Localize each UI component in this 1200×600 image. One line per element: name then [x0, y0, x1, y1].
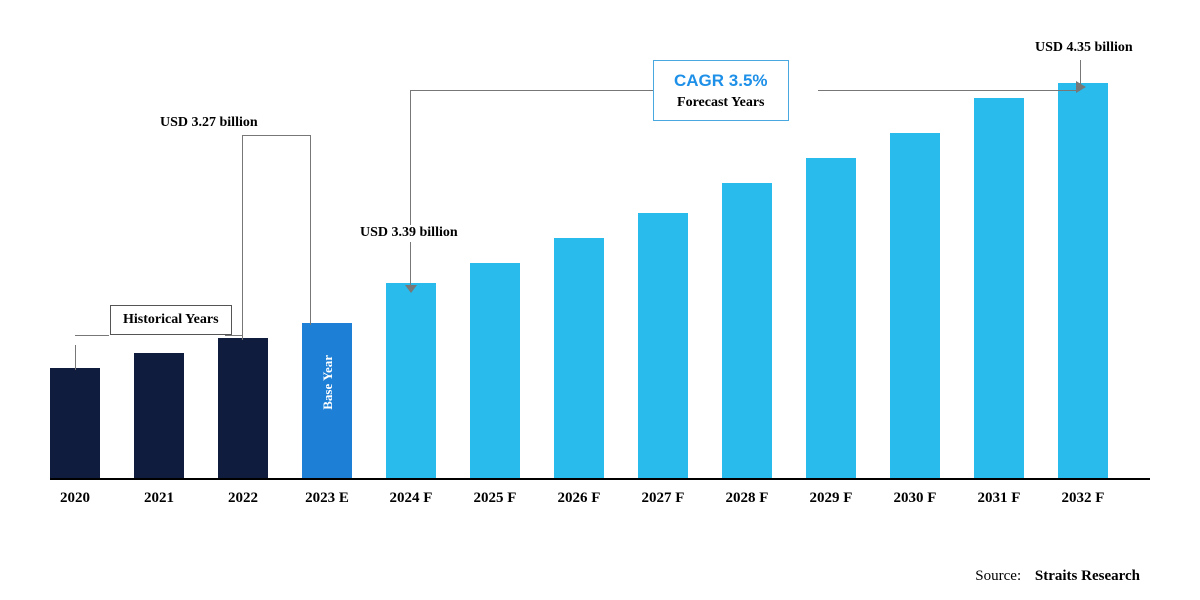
x-axis-tick-label: 2027 F: [623, 490, 703, 507]
historical-years-text: Historical Years: [123, 312, 219, 327]
historical-years-box: Historical Years: [110, 305, 232, 335]
bar: [554, 238, 604, 478]
arrow-right-icon: [1076, 80, 1086, 98]
connector-line: [242, 135, 265, 136]
market-forecast-bar-chart: 2020202120222023 E2024 F2025 F2026 F2027…: [50, 30, 1150, 530]
connector-line: [242, 135, 243, 340]
connector-line: [75, 345, 76, 370]
connector-line: [410, 242, 411, 285]
bar: [218, 338, 268, 478]
bar: [1058, 83, 1108, 478]
x-axis-tick-label: 2032 F: [1043, 490, 1123, 507]
connector-line: [265, 135, 310, 136]
bar: [974, 98, 1024, 478]
cagr-value: CAGR 3.5%: [674, 69, 768, 93]
x-axis-tick-label: 2024 F: [371, 490, 451, 507]
source-attribution: Source: Straits Research: [975, 568, 1140, 585]
connector-line: [410, 90, 411, 225]
bar: [302, 323, 352, 478]
x-axis-tick-label: 2026 F: [539, 490, 619, 507]
plot-area: [50, 30, 1150, 480]
x-axis-tick-label: 2020: [35, 490, 115, 507]
callout-2024-label: USD 3.39 billion: [360, 225, 458, 241]
x-axis-tick-label: 2023 E: [287, 490, 367, 507]
x-axis-tick-label: 2025 F: [455, 490, 535, 507]
bar: [134, 353, 184, 478]
bar: [50, 368, 100, 478]
x-axis-tick-label: 2022: [203, 490, 283, 507]
bar: [722, 183, 772, 478]
bar: [806, 158, 856, 478]
connector-line: [310, 135, 311, 325]
arrow-down-icon: [405, 280, 417, 298]
source-label: Source:: [975, 568, 1021, 584]
bar: [890, 133, 940, 478]
callout-2032-label: USD 4.35 billion: [1035, 40, 1133, 56]
forecast-years-text: Forecast Years: [674, 93, 768, 113]
connector-line: [410, 90, 653, 91]
bar: [386, 283, 436, 478]
x-axis-tick-label: 2021: [119, 490, 199, 507]
connector-line: [225, 335, 243, 336]
bar: [638, 213, 688, 478]
callout-2022-label: USD 3.27 billion: [160, 115, 258, 131]
x-axis-tick-label: 2031 F: [959, 490, 1039, 507]
x-axis-tick-label: 2029 F: [791, 490, 871, 507]
cagr-box: CAGR 3.5% Forecast Years: [653, 60, 789, 121]
bar: [470, 263, 520, 478]
x-axis-tick-label: 2028 F: [707, 490, 787, 507]
connector-line: [75, 335, 109, 336]
connector-line: [818, 90, 1080, 91]
source-value: Straits Research: [1035, 568, 1140, 584]
x-axis-tick-label: 2030 F: [875, 490, 955, 507]
